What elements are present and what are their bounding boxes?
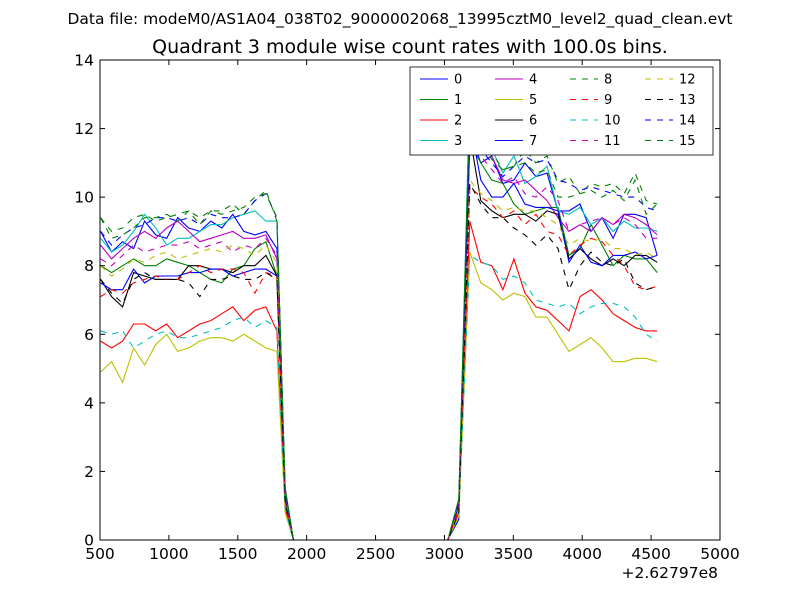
y-tick-label: 12 <box>74 120 94 138</box>
x-tick-label: 1500 <box>218 545 257 563</box>
legend-label-6: 6 <box>529 114 537 129</box>
legend-label-9: 9 <box>604 93 612 108</box>
legend-label-8: 8 <box>604 73 612 88</box>
series-line-10 <box>100 254 658 541</box>
legend-label-0: 0 <box>454 73 462 88</box>
series-line-12 <box>100 178 658 541</box>
y-tick-label: 8 <box>84 257 94 275</box>
x-tick-label: 2000 <box>287 545 326 563</box>
legend-label-14: 14 <box>679 114 696 129</box>
legend-label-2: 2 <box>454 114 462 129</box>
x-tick-label: 5000 <box>700 545 739 563</box>
legend-label-3: 3 <box>454 134 462 149</box>
legend-label-5: 5 <box>529 93 537 108</box>
y-tick-label: 4 <box>84 394 94 412</box>
y-tick-label: 10 <box>74 189 94 207</box>
legend-label-7: 7 <box>529 134 537 149</box>
x-tick-label: 3000 <box>425 545 464 563</box>
x-tick-label: 4500 <box>631 545 670 563</box>
series-line-15 <box>100 107 658 541</box>
x-tick-label: 2500 <box>356 545 395 563</box>
figure-supertitle: Data file: modeM0/AS1A04_038T02_90000020… <box>67 10 732 29</box>
legend-label-15: 15 <box>679 134 696 149</box>
legend-label-12: 12 <box>679 73 696 88</box>
legend-label-4: 4 <box>529 73 537 88</box>
legend-label-13: 13 <box>679 93 696 108</box>
y-tick-label: 6 <box>84 326 94 344</box>
y-tick-label: 14 <box>74 52 94 70</box>
legend-label-11: 11 <box>604 134 621 149</box>
legend-label-1: 1 <box>454 93 462 108</box>
chart-title: Quadrant 3 module wise count rates with … <box>152 36 668 58</box>
axes: 500 1000 1500 2000 2500 3000 3500 4000 4500 5000 0… <box>74 52 739 564</box>
axes-frame <box>99 59 721 541</box>
x-tick-label: 3500 <box>494 545 533 563</box>
legend-label-10: 10 <box>604 114 621 129</box>
x-offset-label: +2.62797e8 <box>622 564 718 582</box>
y-tick-label: 0 <box>84 532 94 550</box>
x-tick-label: 500 <box>85 545 115 563</box>
y-tick-label: 2 <box>84 463 94 481</box>
x-tick-label: 1000 <box>149 545 188 563</box>
x-tick-label: 4000 <box>562 545 601 563</box>
